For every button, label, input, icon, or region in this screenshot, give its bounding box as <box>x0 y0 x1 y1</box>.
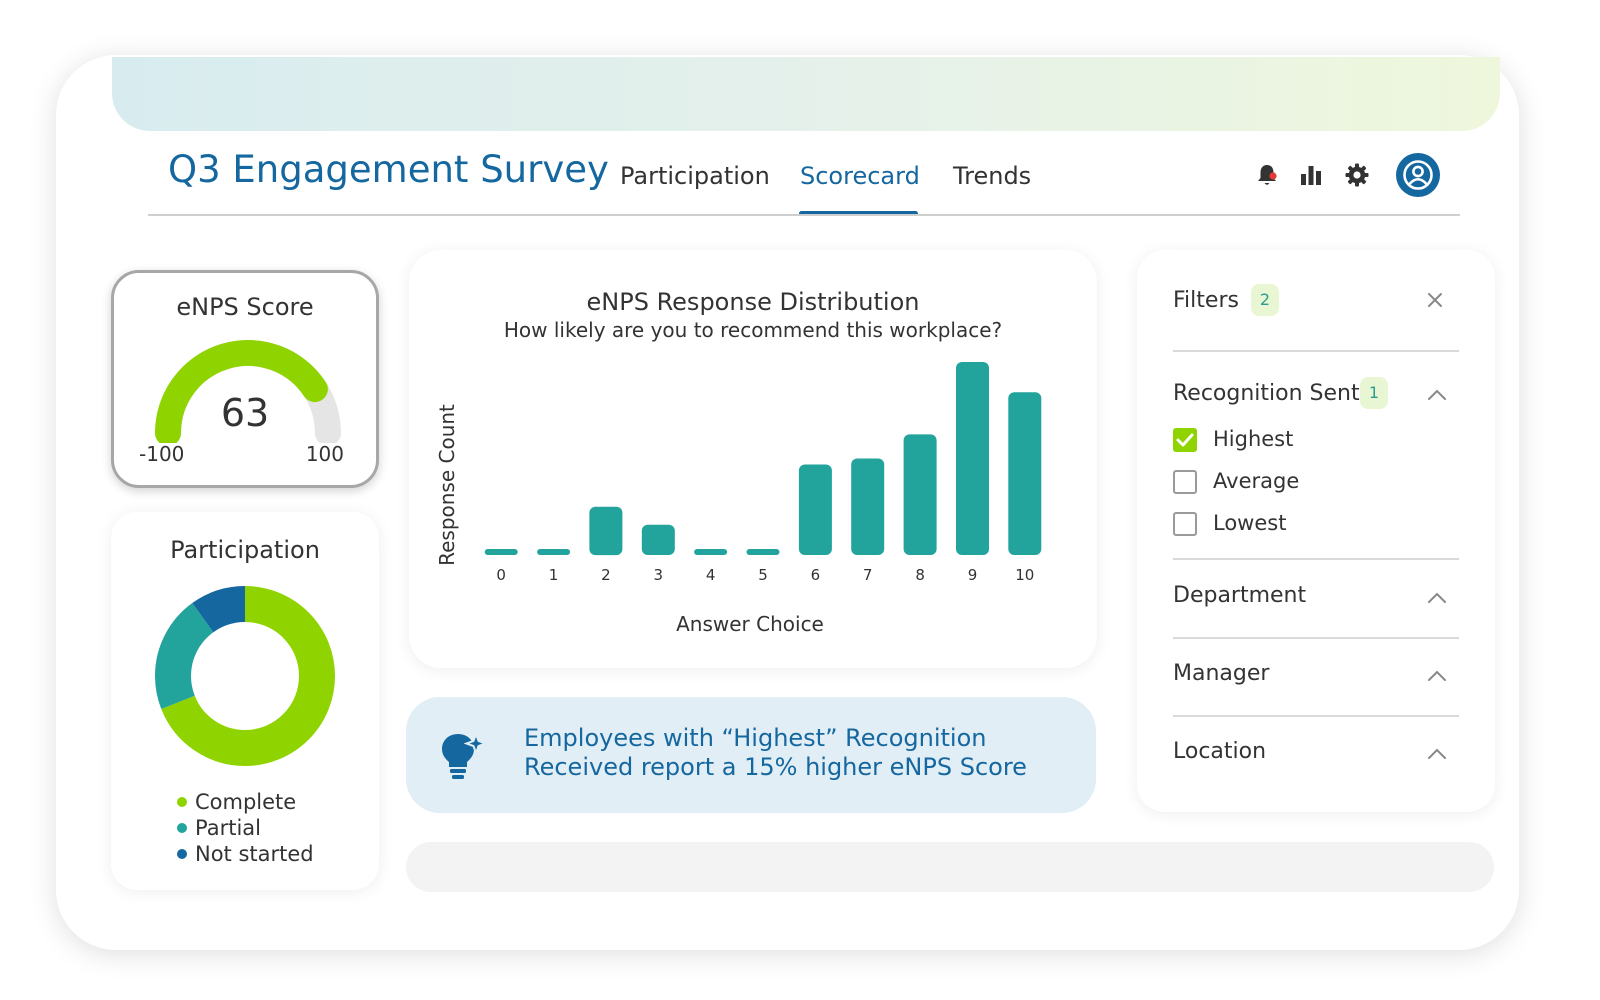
enps-gauge <box>155 340 341 443</box>
x-tick-label-8: 8 <box>915 566 925 584</box>
bottom-placeholder-bar <box>406 842 1494 892</box>
x-tick-label-5: 5 <box>758 566 768 584</box>
chevron-up-icon[interactable] <box>1427 591 1447 603</box>
x-tick-label-3: 3 <box>654 566 664 584</box>
gauge-fill <box>155 340 328 443</box>
legend-item-partial: Partial <box>177 815 314 841</box>
header-gradient-band <box>112 57 1500 131</box>
x-tick-label-10: 10 <box>1015 566 1034 584</box>
x-tick-label-7: 7 <box>863 566 873 584</box>
checkbox-label-lowest[interactable]: Lowest <box>1213 511 1287 535</box>
checkbox-label-average[interactable]: Average <box>1213 469 1300 493</box>
enps-distribution-card: eNPS Response Distribution How likely ar… <box>409 250 1097 668</box>
x-tick-label-2: 2 <box>601 566 611 584</box>
chart-y-axis-label: Response Count <box>435 404 459 566</box>
bar-3 <box>641 524 675 555</box>
enps-score-card: eNPS Score 63 -100 100 <box>111 270 379 488</box>
tab-trends[interactable]: Trends <box>953 162 1032 190</box>
header-divider <box>148 214 1460 216</box>
chart-subtitle: How likely are you to recommend this wor… <box>503 318 1003 342</box>
gear-icon[interactable] <box>1344 162 1370 188</box>
filter-section-recognition-sent[interactable]: Recognition Sent <box>1173 381 1360 406</box>
filters-panel: Filters 2 Recognition Sent 1 Highest Ave… <box>1137 250 1495 812</box>
bell-icon[interactable] <box>1254 162 1280 188</box>
chevron-up-icon[interactable] <box>1427 669 1447 681</box>
close-icon[interactable] <box>1423 288 1447 312</box>
filters-divider <box>1173 715 1459 717</box>
x-tick-label-0: 0 <box>496 566 506 584</box>
insight-line-2: Received report a 15% higher eNPS Score <box>524 753 1027 781</box>
filters-title: Filters <box>1173 288 1239 313</box>
x-tick-label-6: 6 <box>811 566 821 584</box>
checkbox-average[interactable] <box>1173 470 1197 494</box>
recognition-count-badge: 1 <box>1360 377 1388 409</box>
legend-dot-complete <box>177 797 187 807</box>
user-avatar-icon <box>1403 160 1433 190</box>
lightbulb-sparkle-icon <box>442 731 489 779</box>
bar-8 <box>903 434 937 555</box>
enps-distribution-chart: Response Count Answer Choice 0 1 2 3 4 5 6 7 8 9 1… <box>435 362 1042 636</box>
insight-line-1: Employees with “Highest” Recognition <box>524 724 987 752</box>
bar-chart-icon[interactable] <box>1298 162 1324 188</box>
gauge-min-label: -100 <box>139 442 185 466</box>
bar-4 <box>694 549 728 555</box>
checkmark-icon <box>1176 433 1194 447</box>
bar-10 <box>1008 392 1042 555</box>
filters-divider <box>1173 558 1459 560</box>
legend-label-not-started: Not started <box>195 842 314 866</box>
checkbox-label-highest[interactable]: Highest <box>1213 427 1294 451</box>
bar-6 <box>798 464 832 555</box>
active-tab-indicator <box>799 211 918 216</box>
insight-banner: Employees with “Highest” Recognition Rec… <box>406 697 1096 813</box>
page-title: Q3 Engagement Survey <box>168 148 609 191</box>
checkbox-lowest[interactable] <box>1173 512 1197 536</box>
checkbox-highest[interactable] <box>1173 428 1197 452</box>
user-avatar-button[interactable] <box>1396 153 1440 197</box>
donut-slice-partial <box>155 586 335 766</box>
filters-divider <box>1173 350 1459 352</box>
enps-score-title: eNPS Score <box>176 293 314 321</box>
tab-participation[interactable]: Participation <box>620 162 770 190</box>
x-tick-label-4: 4 <box>706 566 716 584</box>
bar-2 <box>589 506 623 556</box>
legend-dot-partial <box>177 823 187 833</box>
enps-score-value: 63 <box>220 391 270 435</box>
participation-title: Participation <box>170 536 320 564</box>
bar-1 <box>537 549 571 555</box>
legend-item-complete: Complete <box>177 789 314 815</box>
chevron-up-icon[interactable] <box>1427 388 1447 400</box>
legend-item-not-started: Not started <box>177 841 314 867</box>
chart-title: eNPS Response Distribution <box>586 288 920 316</box>
participation-legend: Complete Partial Not started <box>177 789 314 867</box>
x-tick-label-1: 1 <box>549 566 559 584</box>
filter-section-department[interactable]: Department <box>1173 583 1307 608</box>
x-tick-label-9: 9 <box>968 566 978 584</box>
legend-label-partial: Partial <box>195 816 261 840</box>
bar-9 <box>956 362 989 555</box>
gauge-max-label: 100 <box>305 442 344 466</box>
filters-count-badge: 2 <box>1251 284 1279 316</box>
participation-donut <box>155 586 335 766</box>
insight-text: Employees with “Highest” Recognition Rec… <box>524 724 1027 782</box>
legend-dot-not-started <box>177 849 187 859</box>
chevron-up-icon[interactable] <box>1427 747 1447 759</box>
filter-section-manager[interactable]: Manager <box>1173 661 1270 686</box>
legend-label-complete: Complete <box>195 790 297 814</box>
bar-7 <box>851 458 885 555</box>
bar-0 <box>484 549 518 555</box>
bar-5 <box>746 549 780 555</box>
filter-section-location[interactable]: Location <box>1173 739 1267 764</box>
chart-x-axis-label: Answer Choice <box>676 612 824 636</box>
filters-divider <box>1173 637 1459 639</box>
donut-slice-not-started <box>155 586 335 766</box>
participation-card: Participation Complete Partial Not start… <box>111 512 379 890</box>
tab-scorecard[interactable]: Scorecard <box>800 162 920 190</box>
